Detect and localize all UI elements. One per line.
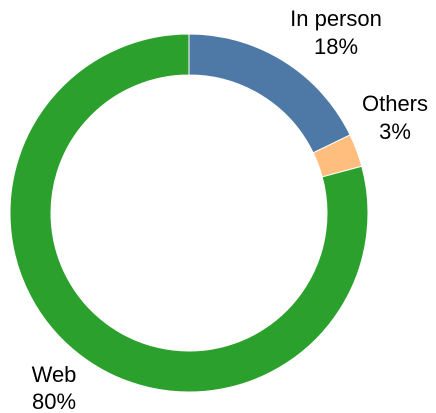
slice-value-others: 3% xyxy=(379,119,411,144)
slice-value-web: 80% xyxy=(32,389,76,413)
slice-value-in-person: 18% xyxy=(314,34,358,59)
slice-label-web: Web xyxy=(32,362,77,387)
slices xyxy=(9,33,369,393)
slice-web xyxy=(9,33,369,393)
slice-label-others: Others xyxy=(362,91,428,116)
slice-label-in-person: In person xyxy=(290,6,382,31)
